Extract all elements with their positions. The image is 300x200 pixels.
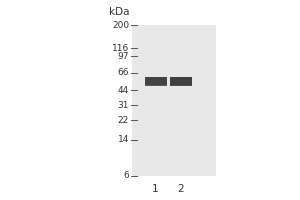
Text: 6: 6: [123, 171, 129, 180]
Text: kDa: kDa: [110, 7, 130, 17]
Text: 200: 200: [112, 21, 129, 29]
Text: 44: 44: [118, 86, 129, 95]
Text: 22: 22: [118, 116, 129, 125]
Text: 1: 1: [152, 184, 159, 194]
Text: 66: 66: [118, 68, 129, 77]
Bar: [170, 77, 192, 85]
Bar: [145, 77, 166, 85]
Text: 97: 97: [118, 52, 129, 61]
Bar: [170, 77, 192, 86]
Text: 31: 31: [118, 101, 129, 110]
Bar: [132, 25, 216, 176]
Text: 2: 2: [177, 184, 184, 194]
Text: 116: 116: [112, 44, 129, 53]
Text: 14: 14: [118, 135, 129, 144]
Bar: [145, 77, 166, 86]
